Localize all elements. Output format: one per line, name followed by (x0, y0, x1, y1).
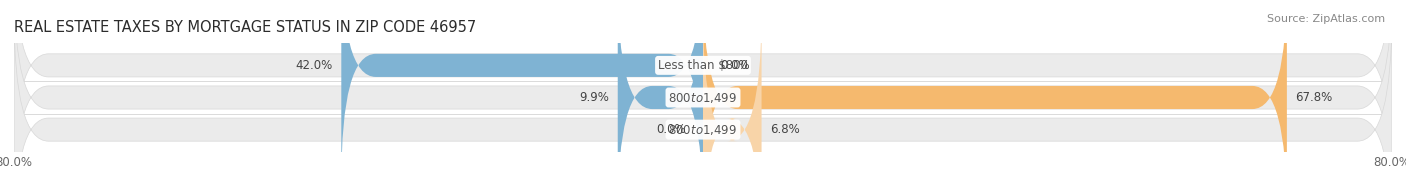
FancyBboxPatch shape (14, 0, 1392, 195)
FancyBboxPatch shape (342, 0, 703, 182)
Text: Source: ZipAtlas.com: Source: ZipAtlas.com (1267, 14, 1385, 24)
Text: 9.9%: 9.9% (579, 91, 609, 104)
FancyBboxPatch shape (703, 0, 1286, 195)
FancyBboxPatch shape (14, 0, 1392, 182)
Text: 6.8%: 6.8% (770, 123, 800, 136)
Text: 42.0%: 42.0% (295, 59, 333, 72)
Text: Less than $800: Less than $800 (658, 59, 748, 72)
FancyBboxPatch shape (703, 13, 762, 195)
Text: 0.0%: 0.0% (657, 123, 686, 136)
Text: $800 to $1,499: $800 to $1,499 (668, 123, 738, 137)
Text: 0.0%: 0.0% (720, 59, 749, 72)
Text: 67.8%: 67.8% (1295, 91, 1333, 104)
FancyBboxPatch shape (617, 0, 703, 195)
FancyBboxPatch shape (14, 13, 1392, 195)
Text: $800 to $1,499: $800 to $1,499 (668, 90, 738, 105)
Text: REAL ESTATE TAXES BY MORTGAGE STATUS IN ZIP CODE 46957: REAL ESTATE TAXES BY MORTGAGE STATUS IN … (14, 20, 477, 35)
